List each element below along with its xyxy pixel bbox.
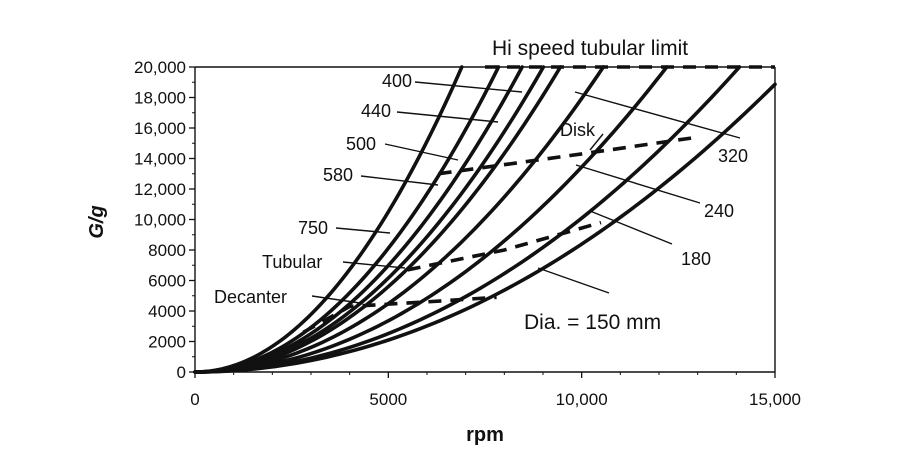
y-tick-label: 2000 — [148, 333, 186, 352]
axes — [194, 66, 776, 373]
leader-tubular — [342, 261, 406, 269]
y-tick-label: 20,000 — [134, 58, 186, 77]
leader-320 — [574, 91, 741, 139]
label-180: 180 — [681, 249, 711, 269]
y-axis-title: G/g — [86, 205, 108, 238]
x-tick-label: 0 — [190, 390, 199, 409]
leader-580 — [360, 175, 439, 186]
curve-580-mm — [193, 65, 501, 374]
leader-440 — [396, 111, 499, 123]
diameter-curves — [193, 65, 777, 374]
y-tick-label: 14,000 — [134, 150, 186, 169]
label-320: 320 — [718, 146, 748, 166]
label-580: 580 — [323, 165, 353, 185]
leader-lines — [311, 81, 741, 304]
decanter-label: Decanter — [214, 287, 287, 307]
label-400: 400 — [382, 71, 412, 91]
ticks: 0200040006000800010,00012,00014,00016,00… — [134, 58, 801, 409]
curve-180-mm — [193, 65, 742, 374]
label-240: 240 — [704, 201, 734, 221]
label-750: 750 — [298, 218, 328, 238]
y-tick-label: 16,000 — [134, 119, 186, 138]
y-tick-label: 18,000 — [134, 89, 186, 108]
leader-150 — [537, 267, 610, 294]
x-tick-label: 5000 — [369, 390, 407, 409]
leader-500 — [384, 143, 459, 161]
x-tick-label: 15,000 — [749, 390, 801, 409]
limit-line-decanter — [302, 295, 497, 334]
y-tick-label: 0 — [177, 363, 186, 382]
leader-disk — [589, 133, 604, 151]
y-tick-label: 4000 — [148, 302, 186, 321]
label-500: 500 — [346, 134, 376, 154]
x-tick-label: 10,000 — [556, 390, 608, 409]
disk-label: Disk — [560, 120, 596, 140]
y-tick-label: 8000 — [148, 241, 186, 260]
x-axis-title: rpm — [466, 424, 504, 446]
label-440: 440 — [361, 101, 391, 121]
limit-line-tubular — [407, 220, 602, 272]
leader-750 — [335, 227, 391, 234]
diameter-150-label: Dia. = 150 mm — [524, 311, 661, 334]
curve-150-mm — [193, 82, 777, 374]
y-tick-label: 10,000 — [134, 211, 186, 230]
leader-400 — [414, 81, 523, 93]
leader-decanter — [311, 295, 361, 304]
tubular-label: Tubular — [262, 252, 322, 272]
leader-240 — [575, 164, 701, 204]
y-tick-label: 6000 — [148, 272, 186, 291]
curve-750-mm — [193, 65, 464, 374]
limit-line-disk — [438, 135, 698, 176]
hi-speed-tubular-limit-label: Hi speed tubular limit — [492, 37, 688, 60]
leader-180 — [589, 210, 673, 245]
y-tick-label: 12,000 — [134, 180, 186, 199]
curve-240-mm — [193, 65, 669, 374]
